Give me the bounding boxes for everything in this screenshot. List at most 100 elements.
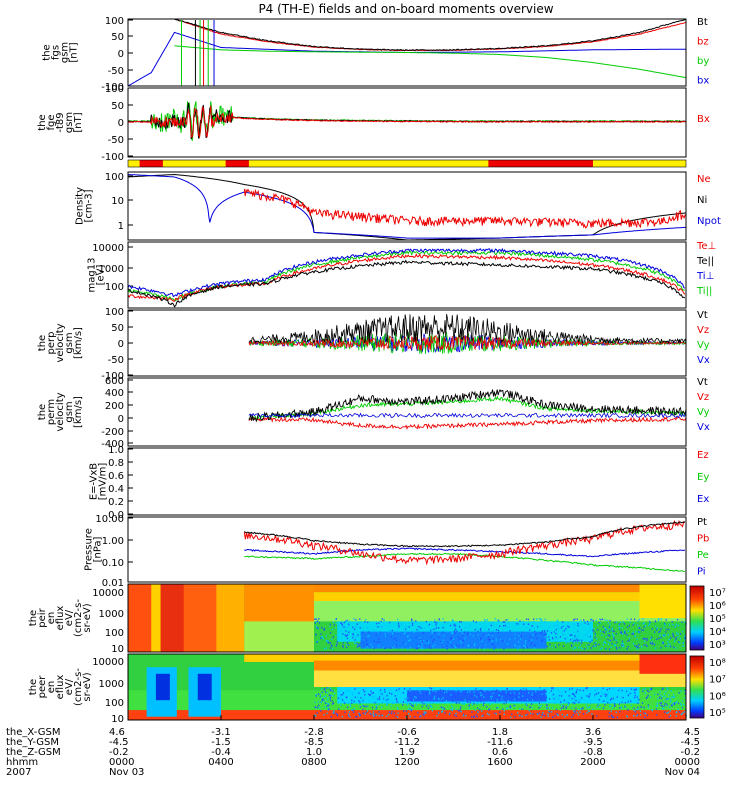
spectrogram-cell <box>449 641 452 643</box>
spectrogram-cell <box>400 701 402 703</box>
spectrogram-cell <box>627 709 629 711</box>
spectrogram-cell <box>638 618 641 621</box>
spectrogram-cell <box>529 629 531 631</box>
spectrogram-cell <box>332 648 334 650</box>
spectrogram-cell <box>431 709 434 712</box>
spectrogram-cell <box>423 640 425 642</box>
spectrogram-cell <box>652 642 654 644</box>
spectrogram-cell <box>661 688 664 691</box>
spectrogram-cell <box>506 626 508 629</box>
spectrogram-cell <box>639 713 642 716</box>
spectrogram-cell <box>386 702 388 704</box>
y-tick-label: 10 <box>111 196 124 207</box>
spectrogram-cell <box>379 625 381 628</box>
spectrogram-cell <box>433 628 435 630</box>
spectrogram-cell <box>552 693 555 696</box>
spectrogram-cell <box>530 712 532 715</box>
spectrogram-cell <box>356 646 358 648</box>
spectrogram-cell <box>474 694 476 697</box>
spectrogram-cell <box>658 696 661 699</box>
spectrogram-cell <box>323 696 325 698</box>
legend-blue: Vx <box>697 355 710 366</box>
spectrogram-cell <box>458 638 460 641</box>
status-segment <box>128 160 686 167</box>
status-segment <box>488 160 593 167</box>
spectrogram-cell <box>507 643 509 645</box>
spectrogram-cell <box>386 704 388 706</box>
panel-electron-spectrogram: thepeerenefluxeV/(cm2-s-sr-eV)1000010001… <box>28 655 726 725</box>
spectrogram-cell <box>326 691 329 694</box>
data-line-blue <box>127 247 686 298</box>
spectrogram-cell <box>554 638 556 641</box>
spectrogram-cell <box>496 707 498 709</box>
spectrogram-cell <box>460 637 462 640</box>
spectrogram-cell <box>492 638 494 640</box>
spectrogram-cell <box>613 630 615 633</box>
spectrogram-cell <box>573 699 576 701</box>
spectrogram-cell <box>525 688 527 691</box>
spectrogram-cell <box>329 699 332 702</box>
legend-red: Ez <box>697 450 709 461</box>
y-tick-label: -400 <box>101 439 124 450</box>
spectrogram-cell <box>518 696 520 698</box>
spectrogram-cell <box>375 701 377 703</box>
spectrogram-cell <box>332 621 335 624</box>
spectrogram-cell <box>491 640 493 643</box>
spectrogram-cell <box>594 645 596 648</box>
spectrogram-cell <box>354 639 356 641</box>
spectrogram-cell <box>399 621 401 623</box>
x-tick-label: 1.0 <box>306 747 322 758</box>
spectrogram-cell <box>320 701 322 703</box>
spectrogram-cell <box>416 621 418 623</box>
spectrogram-cell <box>483 647 485 650</box>
spectrogram-cell <box>538 702 541 704</box>
spectrogram-cell <box>494 618 496 620</box>
spectrogram-cell <box>484 628 486 630</box>
spectrogram-cell <box>680 702 682 705</box>
spectrogram-cell <box>594 634 596 636</box>
spectrogram-cell <box>658 631 660 633</box>
spectrogram-cell <box>673 693 675 696</box>
spectrogram-cell <box>621 642 623 644</box>
spectrogram-cell <box>655 647 657 649</box>
spectrogram-cell <box>448 693 451 696</box>
spectrogram-cell <box>467 634 469 636</box>
spectrogram-cell <box>598 621 600 624</box>
legend-green: Ti|| <box>696 286 712 297</box>
spectrogram-cell <box>616 716 618 719</box>
spectrogram-cell <box>573 697 576 699</box>
spectrogram-cell <box>586 687 588 689</box>
spectrogram-cell <box>684 638 686 641</box>
panel-perp-velocity: theperpvelocitygsm[km/s]100500-50-100VtV… <box>37 307 710 382</box>
spectrogram-cell <box>364 705 366 708</box>
spectrogram-cell <box>410 699 412 701</box>
spectrogram-cell <box>635 630 637 633</box>
spectrogram-cell <box>403 633 405 635</box>
spectrogram-cell <box>604 619 606 621</box>
spectrogram-cell <box>442 618 444 620</box>
spectrogram-cell <box>449 637 451 640</box>
spectrogram-cell <box>554 702 556 705</box>
spectrogram-cell <box>428 690 431 692</box>
spectrogram-cell <box>443 691 446 694</box>
spectrogram-cell <box>360 697 362 699</box>
spectrogram-cell <box>487 636 489 638</box>
y-tick-label: 1.0 <box>108 445 124 456</box>
y-tick-label: 0.01 <box>102 578 124 589</box>
spectrogram-cell <box>329 623 331 626</box>
data-line-green <box>174 45 687 79</box>
y-tick-label: -100 <box>101 371 124 382</box>
data-line-black <box>244 521 686 548</box>
spectrogram-cell <box>540 618 542 620</box>
series-press-green <box>244 552 685 572</box>
spectrogram-cell <box>487 638 489 641</box>
spectrogram-cell <box>492 634 494 636</box>
spectrogram-cell <box>646 714 648 717</box>
spectrogram-cell <box>568 626 570 628</box>
spectrogram-cell <box>574 637 576 639</box>
spectrogram-cell <box>456 688 459 691</box>
spectrogram-cell <box>626 687 629 689</box>
spectrogram-cell <box>569 693 571 696</box>
spectrogram-cell <box>649 695 652 698</box>
